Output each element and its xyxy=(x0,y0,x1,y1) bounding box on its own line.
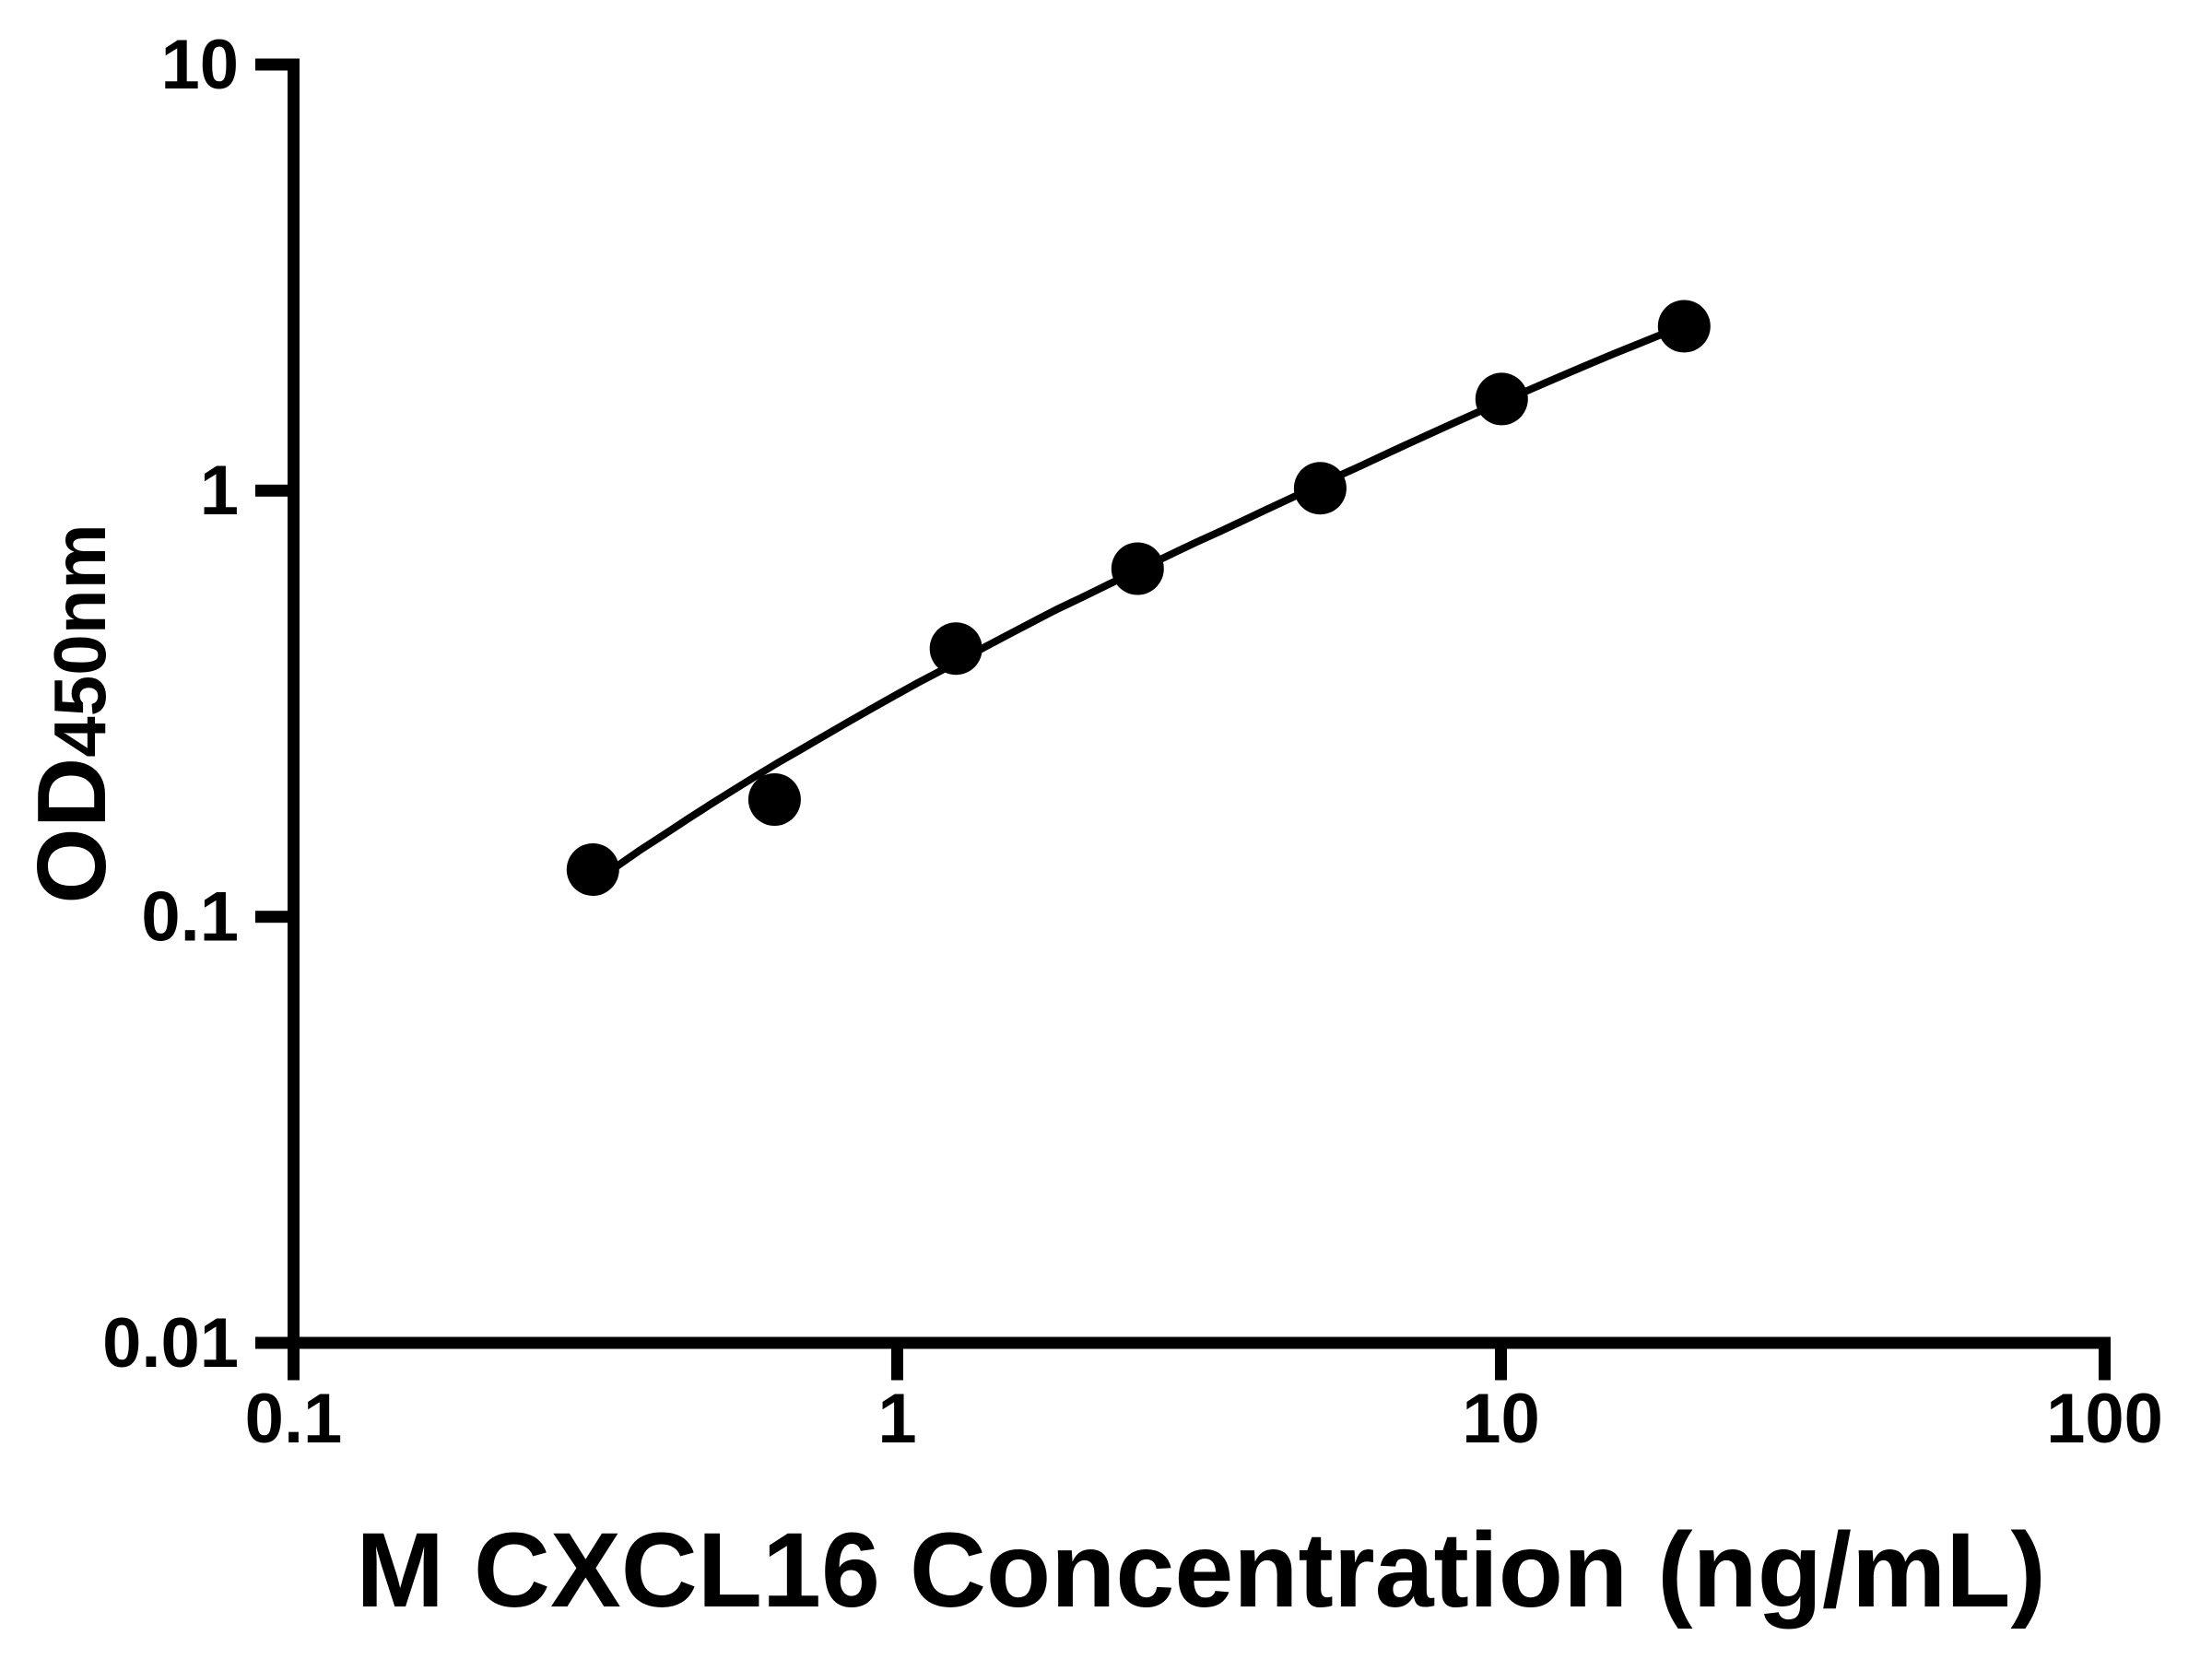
svg-text:1: 1 xyxy=(200,452,239,530)
svg-text:0.1: 0.1 xyxy=(245,1380,343,1458)
svg-text:OD450nm: OD450nm xyxy=(18,524,126,903)
svg-text:10: 10 xyxy=(160,26,239,104)
svg-text:10: 10 xyxy=(1462,1380,1540,1458)
svg-text:1: 1 xyxy=(877,1380,916,1458)
svg-text:0.1: 0.1 xyxy=(141,878,239,957)
svg-text:0.01: 0.01 xyxy=(102,1304,239,1382)
svg-text:M CXCL16 Concentration (ng/mL): M CXCL16 Concentration (ng/mL) xyxy=(356,1512,2046,1630)
svg-text:100: 100 xyxy=(2046,1380,2163,1458)
